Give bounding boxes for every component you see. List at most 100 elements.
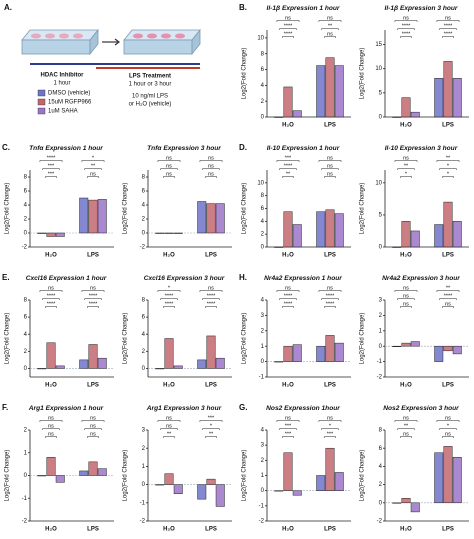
significance-label: ns bbox=[90, 431, 96, 437]
bar bbox=[97, 468, 107, 476]
bar bbox=[443, 201, 453, 248]
significance-bracket bbox=[321, 28, 339, 30]
bar bbox=[197, 201, 207, 234]
significance-label: ns bbox=[208, 155, 214, 161]
bar bbox=[283, 86, 293, 118]
significance-label: ns bbox=[285, 285, 291, 291]
panel-letter: E. bbox=[2, 273, 10, 282]
bar bbox=[452, 345, 462, 355]
significance-label: * bbox=[92, 155, 95, 161]
significance-bracket bbox=[45, 306, 57, 308]
y-tick-label: 10 bbox=[257, 180, 264, 186]
y-tick-label: 6 bbox=[142, 189, 146, 195]
significance-bracket bbox=[321, 298, 339, 300]
bar bbox=[434, 224, 444, 248]
significance-label: ns bbox=[166, 163, 172, 169]
bar bbox=[292, 224, 302, 248]
y-tick-label: 4 bbox=[142, 203, 146, 209]
significance-bracket bbox=[394, 160, 418, 162]
x-tick-label: LPS bbox=[442, 383, 454, 389]
significance-label: ns bbox=[208, 285, 214, 291]
significance-label: ns bbox=[327, 285, 333, 291]
y-tick-label: 6 bbox=[24, 315, 28, 321]
significance-label: ** bbox=[209, 431, 214, 437]
significance-label: *** bbox=[285, 155, 292, 161]
significance-label: **** bbox=[444, 31, 453, 37]
chart-title: Nr4a2 Expression 3 hour bbox=[382, 275, 460, 282]
significance-label: ns bbox=[90, 285, 96, 291]
significance-bracket bbox=[157, 420, 181, 422]
y-tick-label: 1 bbox=[261, 473, 265, 479]
bar bbox=[434, 452, 444, 504]
significance-bracket bbox=[39, 290, 63, 292]
bar bbox=[334, 213, 344, 248]
y-tick-label: 5 bbox=[379, 90, 383, 96]
bar bbox=[55, 475, 65, 483]
bar bbox=[46, 232, 56, 237]
y-tick-label: 4 bbox=[261, 428, 265, 434]
legend-swatch bbox=[37, 89, 46, 97]
y-axis-label: Log2(Fold Change) bbox=[242, 313, 248, 365]
significance-label: * bbox=[168, 285, 171, 291]
y-tick-label: 4 bbox=[24, 332, 28, 338]
significance-label: ns bbox=[403, 301, 409, 307]
x-tick-label: LPS bbox=[324, 383, 336, 389]
bar bbox=[55, 365, 65, 369]
bar bbox=[88, 461, 98, 476]
bar bbox=[401, 342, 411, 347]
bar bbox=[316, 475, 326, 491]
significance-label: ns bbox=[327, 155, 333, 161]
y-tick-label: -1 bbox=[259, 375, 265, 381]
significance-bracket bbox=[318, 160, 342, 162]
significance-bracket bbox=[436, 420, 460, 422]
chart-title: Tnfα Expression 3 hour bbox=[147, 145, 221, 152]
significance-label: ns bbox=[403, 285, 409, 291]
bar bbox=[401, 221, 411, 248]
bar bbox=[452, 221, 462, 248]
significance-bracket bbox=[442, 306, 454, 308]
significance-bracket bbox=[279, 168, 297, 170]
y-axis-label: Log2(Fold Change) bbox=[360, 450, 366, 502]
y-tick-label: 0 bbox=[379, 344, 383, 350]
significance-label: * bbox=[447, 171, 450, 177]
significance-label: ns bbox=[90, 415, 96, 421]
significance-bracket bbox=[324, 176, 336, 178]
bar bbox=[155, 232, 165, 234]
y-tick-label: 2 bbox=[24, 217, 28, 223]
bar bbox=[443, 446, 453, 504]
treatment-note: 10 ng/ml LPS bbox=[132, 94, 168, 100]
y-tick-label: 1 bbox=[142, 464, 146, 470]
y-tick-label: 6 bbox=[261, 206, 265, 212]
significance-label: *** bbox=[48, 163, 55, 169]
significance-label: ** bbox=[286, 171, 291, 177]
significance-bracket bbox=[436, 290, 460, 292]
panel-letter: A. bbox=[4, 3, 12, 12]
y-tick-label: 8 bbox=[142, 175, 146, 181]
significance-bracket bbox=[436, 160, 460, 162]
bar bbox=[37, 368, 47, 370]
legend-swatch bbox=[37, 98, 46, 106]
significance-bracket bbox=[318, 420, 342, 422]
significance-bracket bbox=[442, 176, 454, 178]
bar bbox=[274, 246, 284, 248]
x-tick-label: H₂O bbox=[45, 253, 57, 259]
significance-bracket bbox=[321, 168, 339, 170]
significance-label: ** bbox=[404, 163, 409, 169]
chart-title: Tnfα Expression 1 hour bbox=[29, 145, 103, 152]
significance-label: ns bbox=[445, 15, 451, 21]
bar bbox=[334, 342, 344, 362]
x-tick-label: H₂O bbox=[282, 123, 294, 129]
y-tick-label: 0 bbox=[379, 245, 383, 251]
bar bbox=[97, 199, 107, 234]
significance-label: ns bbox=[445, 301, 451, 307]
significance-label: ** bbox=[404, 423, 409, 429]
y-tick-label: 4 bbox=[261, 219, 265, 225]
significance-bracket bbox=[318, 290, 342, 292]
y-tick-label: 0 bbox=[261, 245, 265, 251]
y-tick-label: 0 bbox=[142, 482, 146, 488]
legend-label: 1uM SAHA bbox=[48, 109, 78, 115]
y-tick-label: -1 bbox=[259, 503, 265, 509]
bar bbox=[325, 335, 335, 362]
panel-letter: F. bbox=[2, 403, 8, 412]
bar bbox=[392, 345, 402, 347]
